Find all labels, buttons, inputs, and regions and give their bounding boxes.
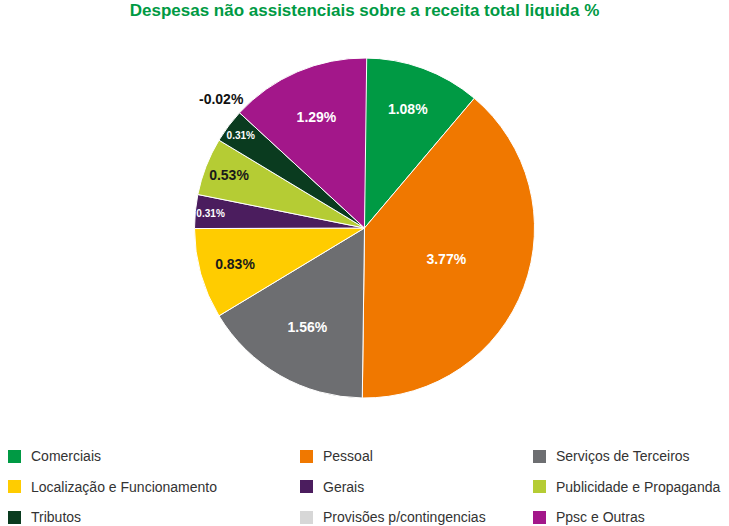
svg-text:Despesas não assistenciais sob: Despesas não assistenciais sobre a recei… xyxy=(130,1,600,20)
svg-text:0.83%: 0.83% xyxy=(215,256,255,272)
html-text:Tributos: Tributos xyxy=(31,509,82,525)
svg-text:0.31%: 0.31% xyxy=(196,208,225,219)
html-text:Gerais: Gerais xyxy=(323,478,365,495)
html-text:Serviços de Terceiros: Serviços de Terceiros xyxy=(556,448,690,464)
svg-text:0.31%: 0.31% xyxy=(227,130,256,141)
html-text:Comerciais: Comerciais xyxy=(31,448,101,464)
html-text:Ppsc e Outras: Ppsc e Outras xyxy=(556,509,645,525)
html-text:Provisões p/contingencias: Provisões p/contingencias xyxy=(323,509,486,525)
svg-text:1.56%: 1.56% xyxy=(287,319,327,335)
html-text:Localização e Funcionamento: Localização e Funcionamento xyxy=(31,478,217,495)
svg-text:-0.02%: -0.02% xyxy=(199,91,244,107)
html-text:Publicidade e Propaganda: Publicidade e Propaganda xyxy=(556,478,721,495)
svg-text:0.53%: 0.53% xyxy=(209,167,249,183)
html-text:Pessoal: Pessoal xyxy=(323,448,373,464)
svg-text:3.77%: 3.77% xyxy=(426,251,466,267)
svg-text:1.08%: 1.08% xyxy=(388,101,428,117)
svg-text:1.29%: 1.29% xyxy=(297,109,337,125)
